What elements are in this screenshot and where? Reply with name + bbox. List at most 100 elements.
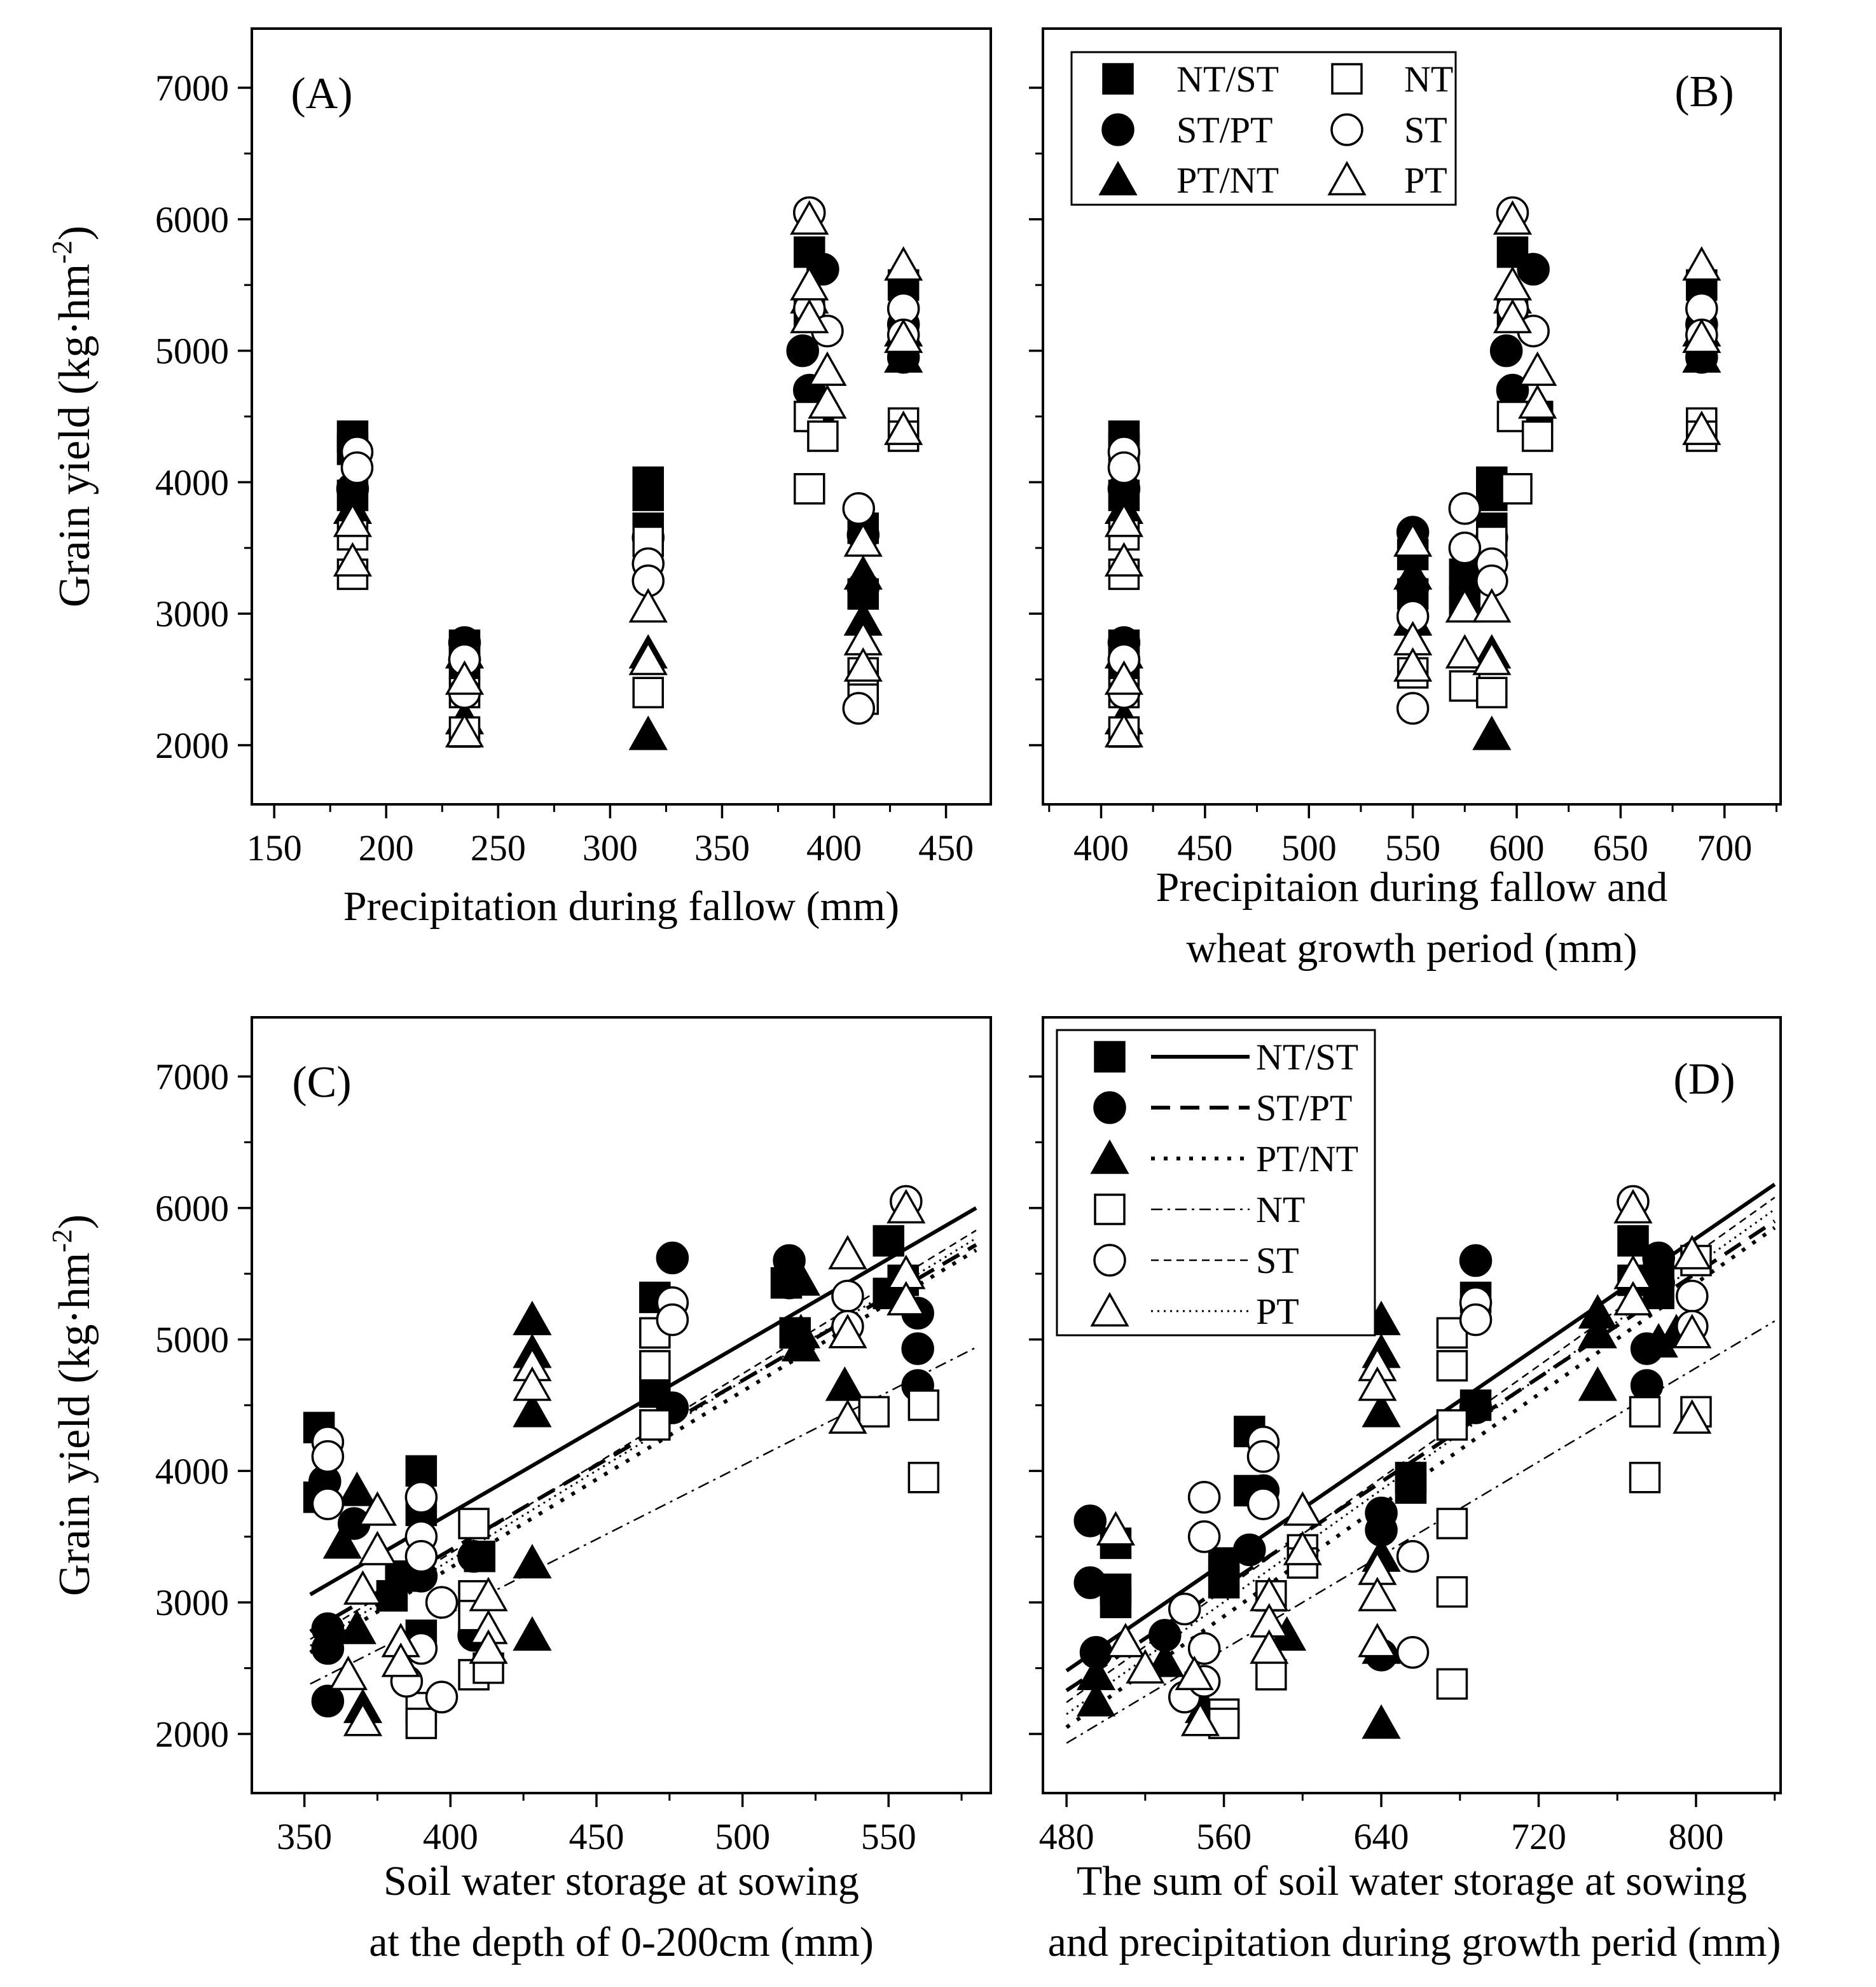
point-pt [469, 1629, 508, 1664]
panel-label: (A) [291, 69, 352, 118]
point-pt [628, 640, 668, 675]
point-pt [1358, 1623, 1397, 1658]
point-st-pt [1073, 1566, 1107, 1599]
point-nt [1629, 1461, 1661, 1494]
point-pt [1358, 1576, 1397, 1612]
point-nt [1436, 1508, 1468, 1539]
point-st [404, 1540, 438, 1573]
legend-marker-nt-st [1102, 63, 1134, 95]
point-nt [1449, 670, 1481, 702]
y-tick-label: 7000 [155, 1056, 229, 1097]
point-pt [884, 246, 923, 281]
point-st [1246, 1440, 1280, 1473]
point-pt [884, 318, 923, 354]
panel-c: 350 400 450 500 550 2000 3000 4000 5000 6000 7000 (… [46, 1016, 992, 1965]
point-pt [1682, 318, 1721, 354]
y-tick-label: 7000 [155, 67, 229, 109]
x-tick-label: 800 [1668, 1816, 1723, 1857]
point-pt-nt [337, 1471, 376, 1506]
x-tick-label: 350 [694, 827, 750, 869]
x-axis-label: The sum of soil water storage at sowing [1077, 1858, 1747, 1904]
point-pt [1104, 502, 1144, 537]
point-nt [1436, 1409, 1468, 1441]
point-nt [1436, 1350, 1468, 1382]
point-st [656, 1303, 689, 1337]
legend-marker-pt [1327, 160, 1367, 196]
x-axis-label: and precipitation during growth perid (m… [1048, 1919, 1781, 1965]
point-nt [405, 1707, 438, 1740]
x-tick-label: 450 [1177, 827, 1232, 869]
point-pt [343, 1702, 383, 1736]
legend-label: ST/PT [1256, 1087, 1353, 1129]
point-pt [1358, 1366, 1397, 1401]
point-st-pt [311, 1684, 345, 1718]
x-tick-label: 450 [569, 1816, 624, 1857]
y-tick-label: 5000 [155, 1319, 229, 1361]
point-nt [639, 1409, 671, 1441]
point-nt [639, 1350, 671, 1382]
panel-d: 480 560 640 720 800 (D) The sum of soil water … [1029, 1016, 1782, 1965]
y-tick-label: 3000 [155, 593, 229, 635]
panel-a: 150 200 250 300 350 400 450 2000 3000 4000 5000 600… [46, 27, 992, 930]
point-pt [1613, 1188, 1653, 1224]
x-tick-label: 550 [1385, 827, 1440, 869]
legend-label: PT/NT [1176, 160, 1279, 201]
point-st-pt [1489, 334, 1523, 368]
point-pt [1393, 647, 1433, 682]
point-pt-nt [513, 1544, 552, 1579]
point-pt [1673, 1399, 1712, 1434]
point-st [425, 1586, 459, 1619]
point-pt [1673, 1235, 1712, 1270]
point-pt-nt [513, 1392, 552, 1427]
legend-b: NT/ST ST/PT PT/NT NT ST PT [1070, 51, 1457, 206]
point-st-pt [1233, 1533, 1266, 1567]
x-tick-label: 300 [583, 827, 638, 869]
point-pt [828, 1235, 867, 1270]
point-st-pt [1517, 252, 1550, 286]
x-tick-label: 200 [359, 827, 414, 869]
point-pt [333, 502, 373, 537]
point-pt-nt [1362, 1392, 1401, 1427]
legend-marker-pt [1090, 1291, 1129, 1327]
point-nt [632, 677, 665, 708]
point-pt-nt [843, 555, 883, 590]
point-pt [1673, 1314, 1712, 1349]
point-pt [1393, 522, 1433, 557]
legend-label: ST/PT [1176, 109, 1273, 151]
legend-label: NT/ST [1176, 58, 1279, 100]
point-nt-st [1208, 1567, 1240, 1599]
y-axis-label-tail: ) [50, 1214, 99, 1229]
y-axis-label-main: Grain yield (kg·hm [50, 1253, 99, 1596]
point-pt-nt [1362, 1704, 1401, 1739]
point-st-pt [901, 1332, 934, 1365]
x-tick-label: 400 [1073, 827, 1129, 869]
y-tick-label: 6000 [155, 1188, 229, 1229]
x-tick-label: 560 [1196, 1816, 1252, 1857]
point-pt-nt [1578, 1366, 1617, 1401]
legend-box [1056, 1029, 1376, 1337]
x-tick-label: 150 [247, 827, 302, 869]
x-tick-label: 480 [1039, 1816, 1094, 1857]
legend-marker-st [1093, 1244, 1126, 1277]
fit-line-nt [1066, 1320, 1776, 1744]
x-tick-label: 450 [918, 827, 974, 869]
point-st-pt [311, 1632, 345, 1665]
panel-b: 400 450 500 550 600 650 700 (B) Precipitaion dur… [1029, 27, 1782, 972]
legend-d: NT/ST ST/PT PT/NT NT ST PT [1056, 1029, 1376, 1337]
legend-label: NT [1404, 58, 1453, 100]
point-st [1396, 1635, 1430, 1669]
point-pt [357, 1530, 397, 1565]
point-nt [1501, 472, 1533, 505]
point-pt [1283, 1530, 1322, 1565]
point-nt-st [872, 1225, 904, 1257]
point-pt [1472, 588, 1512, 623]
point-nt [1255, 1659, 1287, 1691]
point-pt [828, 1399, 867, 1434]
point-pt [445, 660, 485, 695]
point-pt [1096, 1511, 1136, 1546]
legend-marker-nt-st [1094, 1041, 1126, 1073]
x-axis-label: at the depth of 0-200cm (mm) [369, 1919, 874, 1965]
y-tick-label: 4000 [155, 462, 229, 503]
plot-frame [251, 27, 992, 806]
point-pt [1493, 200, 1533, 235]
